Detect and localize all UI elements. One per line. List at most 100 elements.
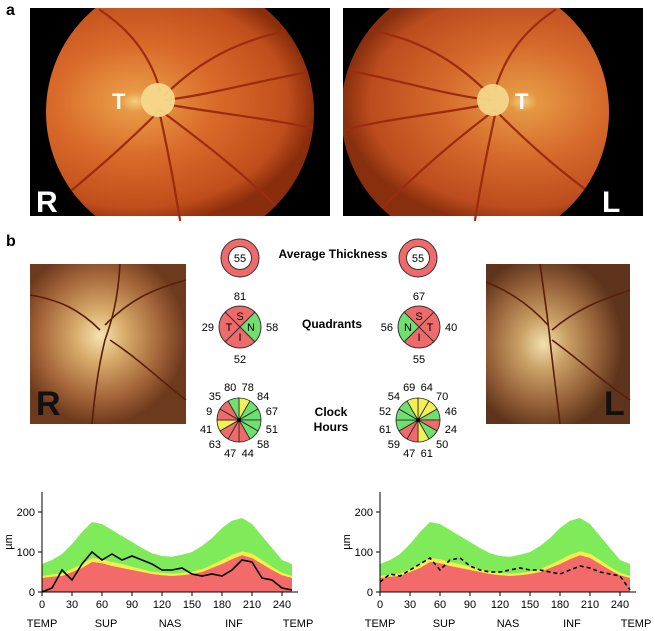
y-tick-label: 0 xyxy=(367,587,373,599)
quadrants-right: SIT N 81 52 29 58 xyxy=(202,291,279,366)
clock-hour-value: 46 xyxy=(445,406,457,418)
clock-center xyxy=(237,418,241,422)
clock-hour-value: 84 xyxy=(257,391,269,403)
x-tick-label: 210 xyxy=(581,599,599,611)
quadrants-left: SIN T 67 55 56 40 xyxy=(381,291,458,366)
clock-hour-value: 58 xyxy=(257,439,269,451)
x-tick-label: 60 xyxy=(434,599,446,611)
x-tick-label: 240 xyxy=(611,599,629,611)
fundus-photo-left-eye: T L xyxy=(343,8,643,222)
region-label: TEMP xyxy=(27,618,58,630)
disc-right-eye-label: R xyxy=(36,385,61,423)
clock-center xyxy=(416,418,420,422)
clock-hour-value: 50 xyxy=(436,439,448,451)
clock-hour-value: 51 xyxy=(266,424,278,436)
clock-hour-value: 9 xyxy=(206,406,212,418)
x-tick-label: 0 xyxy=(377,599,383,611)
fundus-right-marker: T xyxy=(112,89,126,114)
average-thickness-right-value: 55 xyxy=(234,253,246,265)
thickness-profile-line xyxy=(379,556,631,591)
clock-hour-value: 47 xyxy=(403,448,415,460)
clock-hour-value: 61 xyxy=(379,424,391,436)
average-thickness-label: Average Thickness xyxy=(279,247,388,261)
clock-hour-value: 54 xyxy=(388,391,400,403)
clock-hour-value: 47 xyxy=(224,448,236,460)
clock-hour-value: 24 xyxy=(445,424,457,436)
quadrant-letter: N xyxy=(247,322,255,334)
clock-hour-sector xyxy=(227,397,240,422)
disc-photo-right-eye: R xyxy=(29,263,187,425)
quadrant-sector xyxy=(418,311,441,343)
x-tick-label: 0 xyxy=(39,599,45,611)
quadrant-value: 58 xyxy=(266,322,278,334)
region-label: TEMP xyxy=(283,618,314,630)
average-thickness-left-value: 55 xyxy=(412,253,424,265)
clock-hour-value: 64 xyxy=(421,382,433,394)
region-label: INF xyxy=(225,618,243,630)
quadrant-value: 52 xyxy=(234,354,246,366)
panel-a-label: a xyxy=(6,2,15,19)
quadrant-value: 55 xyxy=(413,354,425,366)
quadrant-value: 40 xyxy=(445,322,457,334)
quadrant-value: 56 xyxy=(381,322,393,334)
x-tick-label: 120 xyxy=(491,599,509,611)
clock-hour-value: 67 xyxy=(266,406,278,418)
x-tick-label: 240 xyxy=(273,599,291,611)
x-tick-label: 30 xyxy=(66,599,78,611)
quadrant-letter: N xyxy=(404,322,412,334)
y-axis-label: µm xyxy=(341,534,353,550)
clock-hour-value: 78 xyxy=(242,382,254,394)
quadrant-sector xyxy=(397,311,420,343)
x-tick-label: 150 xyxy=(521,599,539,611)
clock-hour-value: 69 xyxy=(403,382,415,394)
quadrant-value: 29 xyxy=(202,322,214,334)
quadrant-letter: I xyxy=(417,332,420,344)
fundus-left-eye-label: L xyxy=(602,186,620,219)
x-tick-label: 90 xyxy=(126,599,138,611)
x-tick-label: 30 xyxy=(404,599,416,611)
quadrants-label: Quadrants xyxy=(302,317,362,331)
x-tick-label: 180 xyxy=(213,599,231,611)
quadrant-letter: I xyxy=(238,332,241,344)
y-tick-label: 0 xyxy=(29,587,35,599)
abnormal-band-red xyxy=(380,555,630,592)
fundus-left-marker: T xyxy=(515,89,529,114)
quadrant-value: 81 xyxy=(234,291,246,303)
clock-hour-value: 52 xyxy=(379,406,391,418)
rnfl-chart-left: 0 100 200 0 30 60 90 120 150 180 210 240 µm TEMP SUP NA… xyxy=(341,492,651,630)
y-tick-label: 100 xyxy=(17,547,35,559)
quadrant-sector xyxy=(239,311,262,343)
region-label: SUP xyxy=(95,618,118,630)
quadrant-letter: S xyxy=(415,311,422,323)
quadrant-sector xyxy=(403,305,435,328)
clock-hour-sector xyxy=(406,397,419,422)
clock-hour-value: 63 xyxy=(209,439,221,451)
clock-hour-value: 80 xyxy=(224,382,236,394)
fundus-right-eye-label: R xyxy=(36,186,58,219)
y-tick-label: 100 xyxy=(355,547,373,559)
y-tick-label: 200 xyxy=(17,507,35,519)
x-tick-label: 150 xyxy=(183,599,201,611)
quadrant-letter: T xyxy=(226,322,233,334)
quadrant-sector xyxy=(403,326,435,349)
quadrant-value: 67 xyxy=(413,291,425,303)
average-thickness-left: 55 xyxy=(398,238,438,278)
quadrant-sector xyxy=(224,305,256,328)
region-label: TEMP xyxy=(365,618,396,630)
clock-hour-value: 41 xyxy=(200,424,212,436)
region-label: TEMP xyxy=(621,618,652,630)
y-tick-label: 200 xyxy=(355,507,373,519)
average-thickness-right: 55 xyxy=(220,238,260,278)
clock-hour-value: 59 xyxy=(388,439,400,451)
clock-hours-label-line2: Hours xyxy=(314,420,349,434)
quadrant-sector xyxy=(224,326,256,349)
region-label: SUP xyxy=(433,618,456,630)
x-tick-label: 180 xyxy=(551,599,569,611)
x-tick-label: 90 xyxy=(464,599,476,611)
clock-hour-value: 35 xyxy=(209,391,221,403)
clock-hour-value: 70 xyxy=(436,391,448,403)
y-axis-label: µm xyxy=(3,534,15,550)
x-tick-label: 120 xyxy=(153,599,171,611)
